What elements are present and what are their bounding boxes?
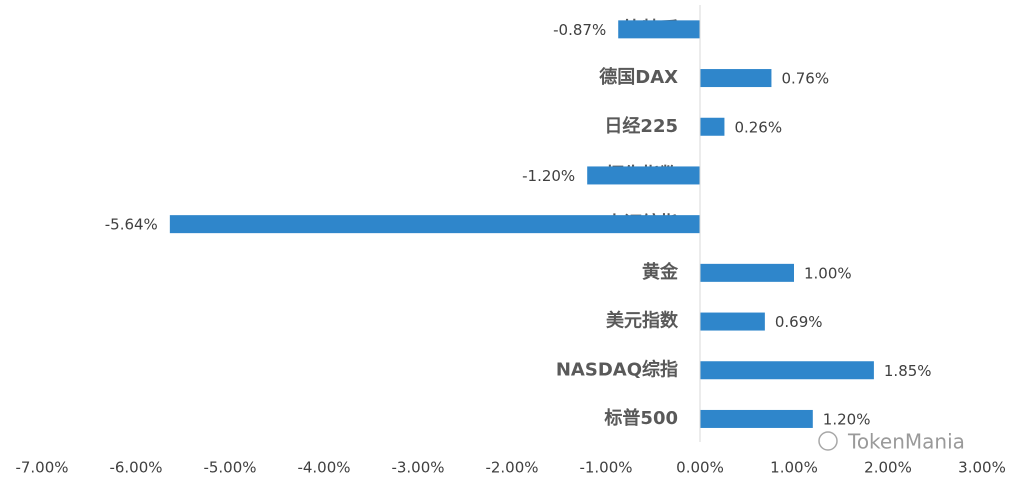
- x-tick-label: -6.00%: [109, 459, 162, 477]
- category-label: 标普500: [603, 407, 678, 429]
- value-label: 0.26%: [734, 118, 782, 136]
- x-tick-label: -2.00%: [485, 459, 538, 477]
- value-label: 1.20%: [823, 410, 871, 428]
- bar: [169, 215, 701, 234]
- bar: [700, 263, 794, 282]
- category-label: 黄金: [642, 261, 679, 283]
- bar: [618, 20, 700, 39]
- x-tick-label: 3.00%: [958, 459, 1006, 477]
- bar: [700, 409, 813, 428]
- x-tick-label: 0.00%: [676, 459, 724, 477]
- x-tick-label: -7.00%: [15, 459, 68, 477]
- value-label: 1.85%: [884, 362, 932, 380]
- x-tick-label: -5.00%: [203, 459, 256, 477]
- value-label: -0.87%: [553, 21, 606, 39]
- x-tick-label: -1.00%: [579, 459, 632, 477]
- bar: [700, 312, 765, 331]
- category-label: 日经225: [604, 115, 678, 137]
- value-label: 0.69%: [775, 313, 823, 331]
- value-label: -5.64%: [105, 216, 158, 234]
- category-label: 美元指数: [606, 310, 679, 332]
- x-tick-label: -3.00%: [391, 459, 444, 477]
- bar: [700, 361, 874, 380]
- x-tick-label: 2.00%: [864, 459, 912, 477]
- bar: [700, 117, 725, 136]
- value-label: -1.20%: [522, 167, 575, 185]
- x-tick-label: -4.00%: [297, 459, 350, 477]
- watermark: TokenMania: [847, 430, 965, 454]
- bar: [700, 69, 772, 88]
- x-tick-label: 1.00%: [770, 459, 818, 477]
- bar: [587, 166, 700, 185]
- value-label: 1.00%: [804, 264, 852, 282]
- watermark-icon: [818, 431, 838, 451]
- category-label: 德国DAX: [599, 66, 678, 88]
- value-label: 0.76%: [781, 70, 829, 88]
- category-label: NASDAQ综指: [556, 358, 678, 380]
